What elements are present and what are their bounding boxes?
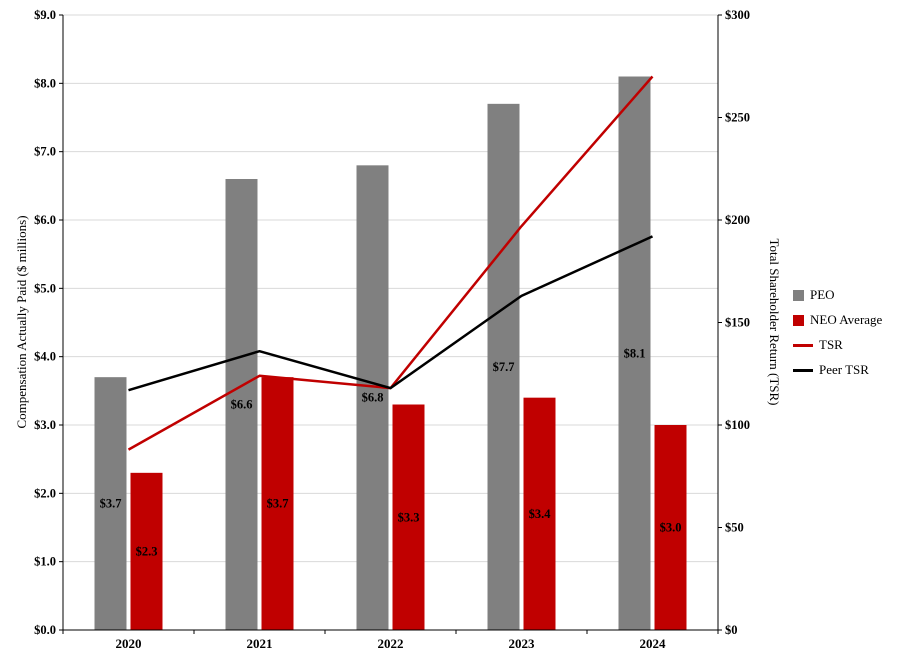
neo-bar-label-2021: $3.7 [267,497,289,511]
right-axis-tick-label: $100 [725,418,750,432]
legend-item-neo-average: NEO Average [793,312,882,328]
x-axis-category-label: 2022 [378,636,404,651]
left-axis-tick-label: $9.0 [34,8,56,22]
peo-bar-2022 [356,165,389,631]
neo-bar-2021 [261,377,294,630]
peo-bar-2020 [94,377,127,630]
left-axis-tick-label: $8.0 [34,76,56,90]
peo-bar-2023 [487,103,520,631]
peo-bar-label-2024: $8.1 [624,346,646,360]
neo-bar-label-2022: $3.3 [398,510,420,524]
legend-swatch-peo-icon [793,289,804,301]
x-axis-category-label: 2024 [640,636,667,651]
right-axis-tick-label: $50 [725,521,744,535]
neo-bar-2024 [654,425,687,630]
left-axis-tick-label: $6.0 [34,213,56,227]
peo-bar-label-2021: $6.6 [231,398,253,412]
neo-bar-2023 [523,397,556,630]
left-axis-title: Compensation Actually Paid ($ millions) [14,215,29,428]
neo-bar-label-2024: $3.0 [660,521,682,535]
peo-bar-label-2022: $6.8 [362,391,384,405]
legend-item-peo: PEO [793,287,882,303]
right-axis-tick-label: $150 [725,316,750,330]
peo-bar-label-2020: $3.7 [100,497,122,511]
legend-label-peo: PEO [810,287,835,302]
tsr-line [127,75,654,451]
legend-swatch-tsr-icon [793,343,813,347]
right-axis-tick-label: $300 [725,8,750,22]
left-axis-tick-label: $5.0 [34,281,56,295]
legend-label-peer-tsr: Peer TSR [819,362,869,377]
x-axis-category-label: 2021 [247,636,273,651]
legend-swatch-neo-icon [793,314,804,326]
right-axis-title: Total Shareholder Return (TSR) [767,239,782,406]
chart-legend: PEO NEO Average TSR Peer TSR [793,287,882,378]
left-axis-tick-label: $0.0 [34,623,56,637]
right-axis-tick-label: $0 [725,623,738,637]
left-axis-tick-label: $2.0 [34,486,56,500]
neo-bar-2020 [130,472,163,630]
peo-bar-label-2023: $7.7 [493,360,515,374]
right-axis-tick-label: $250 [725,111,750,125]
legend-item-peer-tsr: Peer TSR [793,362,882,378]
peo-bar-2024 [618,76,651,630]
left-axis-tick-label: $7.0 [34,145,56,159]
left-axis-tick-label: $1.0 [34,555,56,569]
left-axis-tick-label: $4.0 [34,350,56,364]
legend-label-neo-average: NEO Average [810,312,883,327]
left-axis-tick-label: $3.0 [34,418,56,432]
neo-bar-2022 [392,404,425,630]
neo-bar-label-2023: $3.4 [529,507,552,521]
legend-item-tsr: TSR [793,337,882,353]
legend-label-tsr: TSR [819,337,843,352]
x-axis-category-label: 2023 [509,636,536,651]
x-axis-category-label: 2020 [116,636,142,651]
neo-bar-label-2020: $2.3 [136,544,158,558]
legend-swatch-peer-tsr-icon [793,368,813,372]
peo-bar-2021 [225,179,258,630]
right-axis-tick-label: $200 [725,213,750,227]
peer-tsr-line [128,235,654,392]
